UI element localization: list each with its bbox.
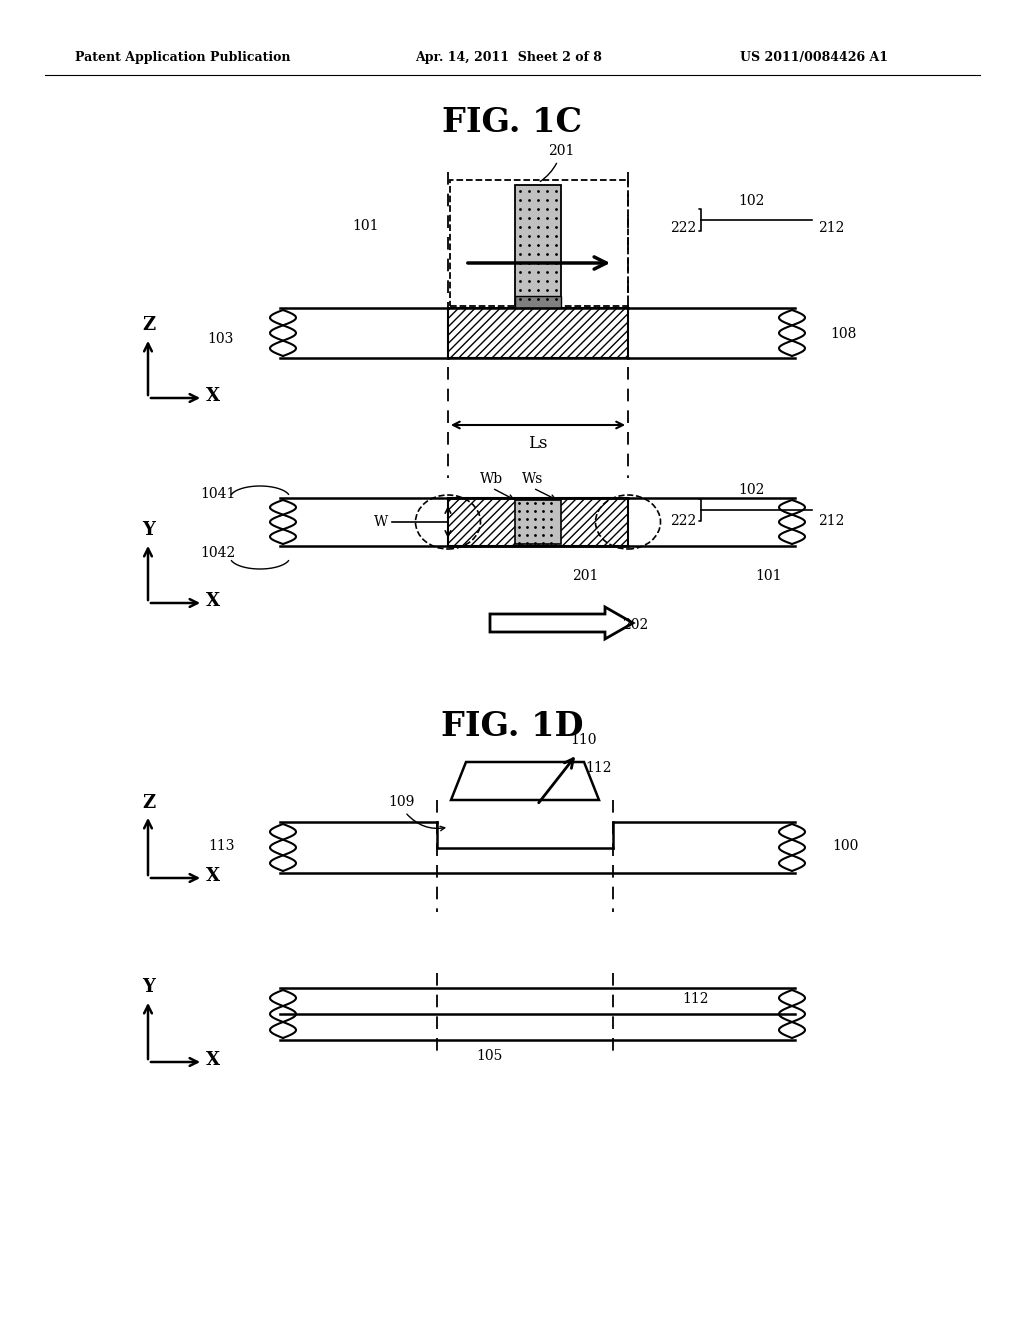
- Text: 1041: 1041: [201, 487, 236, 502]
- Bar: [450, 180, 628, 306]
- Text: X: X: [206, 1051, 220, 1069]
- Bar: [515, 185, 561, 306]
- Text: 201: 201: [541, 144, 574, 181]
- Text: Z: Z: [142, 795, 155, 812]
- Text: X: X: [206, 387, 220, 405]
- Text: 109: 109: [388, 795, 415, 809]
- Text: Ls: Ls: [528, 436, 548, 451]
- Text: 108: 108: [830, 327, 856, 341]
- Text: 103: 103: [207, 333, 233, 346]
- Text: US 2011/0084426 A1: US 2011/0084426 A1: [740, 51, 888, 65]
- Text: 102: 102: [738, 194, 765, 209]
- Text: X: X: [206, 591, 220, 610]
- Text: Y: Y: [142, 521, 155, 539]
- Text: Wb: Wb: [480, 473, 504, 486]
- Bar: [515, 500, 561, 544]
- Text: Y: Y: [142, 978, 155, 997]
- Text: X: X: [206, 867, 220, 884]
- Text: 110: 110: [570, 733, 597, 747]
- Text: Patent Application Publication: Patent Application Publication: [75, 51, 291, 65]
- Text: 100: 100: [831, 840, 858, 853]
- Text: 202: 202: [622, 618, 648, 632]
- Text: Ws: Ws: [522, 473, 544, 486]
- FancyArrow shape: [490, 607, 633, 639]
- Text: 212: 212: [818, 513, 845, 528]
- Text: 113: 113: [208, 840, 234, 853]
- Text: 101: 101: [352, 219, 379, 234]
- Text: 102: 102: [738, 483, 765, 498]
- Text: Z: Z: [142, 315, 155, 334]
- Text: 105: 105: [477, 1049, 503, 1063]
- Bar: [515, 296, 561, 308]
- Text: W: W: [374, 515, 388, 529]
- Polygon shape: [451, 762, 599, 800]
- Text: 201: 201: [572, 569, 598, 583]
- Text: 101: 101: [755, 569, 781, 583]
- Text: 222: 222: [670, 220, 696, 235]
- Text: 1042: 1042: [201, 546, 236, 560]
- Text: Apr. 14, 2011  Sheet 2 of 8: Apr. 14, 2011 Sheet 2 of 8: [415, 51, 602, 65]
- Text: 222: 222: [670, 513, 696, 528]
- Bar: [449, 308, 628, 358]
- Bar: [449, 498, 628, 546]
- Text: 112: 112: [585, 762, 611, 775]
- Text: FIG. 1D: FIG. 1D: [440, 710, 584, 743]
- Text: 212: 212: [818, 220, 845, 235]
- Text: FIG. 1C: FIG. 1C: [442, 107, 582, 140]
- Text: 112: 112: [682, 993, 709, 1006]
